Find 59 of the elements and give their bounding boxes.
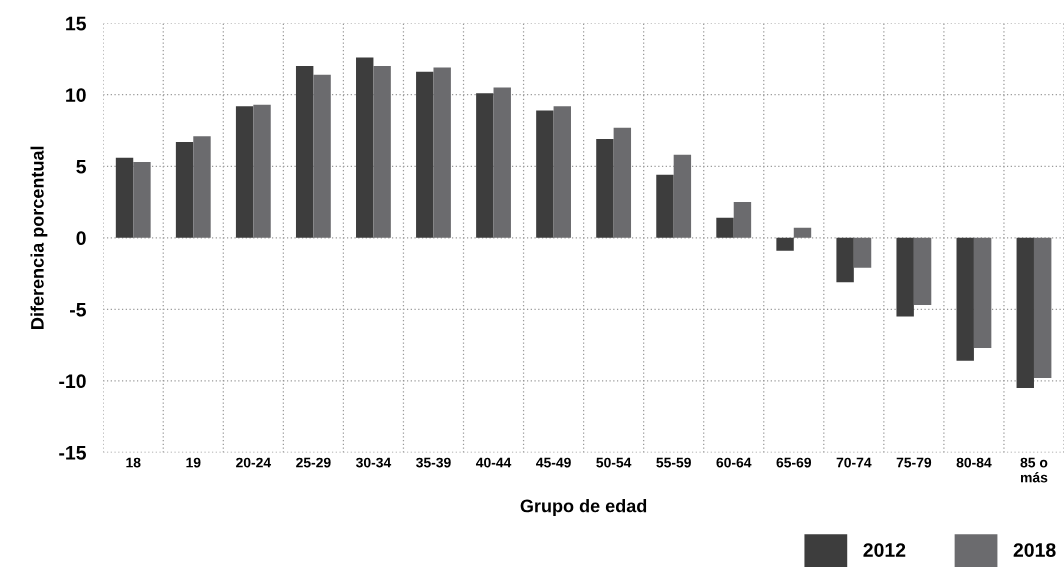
- bar: [613, 127, 632, 238]
- x-tick-label: 85 o más: [1020, 457, 1048, 483]
- y-tick-label: 15: [66, 16, 86, 31]
- x-tick-label: 20-24: [236, 457, 272, 468]
- bar: [733, 202, 752, 238]
- bar: [1033, 237, 1052, 379]
- y-tick-label: 5: [76, 159, 86, 174]
- y-tick-label: -10: [59, 374, 86, 389]
- bar: [716, 217, 734, 238]
- x-tick-label: 25-29: [296, 457, 331, 468]
- x-tick-label: 70-74: [836, 457, 872, 468]
- x-tick-label: 80-84: [956, 457, 992, 468]
- bar: [193, 136, 211, 238]
- x-tick-label: 18: [126, 457, 141, 468]
- y-tick-label: -15: [59, 446, 86, 460]
- x-tick-label: 50-54: [596, 457, 632, 468]
- x-axis-title: Grupo de edad: [520, 499, 647, 516]
- y-axis-title: Diferencia porcentual: [30, 146, 48, 329]
- bar: [973, 237, 992, 348]
- bar: [793, 227, 812, 238]
- bar: [493, 87, 511, 238]
- bar: [253, 104, 271, 238]
- bar: [853, 237, 872, 268]
- bar: [673, 154, 692, 238]
- x-tick-label: 60-64: [716, 457, 752, 468]
- legend-label: 2012: [863, 543, 906, 557]
- legend-label: 2018: [1013, 543, 1056, 557]
- x-tick-label: 19: [186, 457, 201, 468]
- bar: [433, 67, 451, 238]
- bar: [356, 57, 374, 238]
- bar: [913, 237, 932, 306]
- y-tick-label: -5: [70, 303, 86, 317]
- bar: [133, 161, 151, 238]
- bar: [115, 157, 134, 238]
- y-tick-label: 0: [76, 231, 86, 246]
- bar: [416, 71, 434, 238]
- x-tick-label: 30-34: [355, 457, 392, 468]
- x-tick-label: 40-44: [475, 457, 512, 468]
- bar: [313, 74, 331, 238]
- bar: [553, 106, 571, 238]
- x-tick-label: 55-59: [656, 457, 691, 468]
- x-tick-label: 65-69: [776, 457, 812, 468]
- bar: [536, 110, 554, 238]
- bar: [596, 139, 614, 238]
- bar: [956, 237, 974, 361]
- bar: [776, 237, 794, 251]
- x-tick-label: 45-49: [536, 457, 571, 468]
- bar: [836, 237, 854, 283]
- bar: [476, 93, 494, 238]
- bar: [373, 66, 391, 238]
- bar: [295, 66, 314, 238]
- bar: [1016, 237, 1034, 389]
- x-tick-label: 35-39: [416, 457, 451, 468]
- x-tick-label: 75-79: [896, 457, 932, 468]
- bar: [235, 106, 254, 238]
- bar: [896, 237, 914, 317]
- bar: [175, 141, 194, 238]
- y-tick-label: 10: [66, 88, 86, 102]
- bar: [656, 174, 674, 238]
